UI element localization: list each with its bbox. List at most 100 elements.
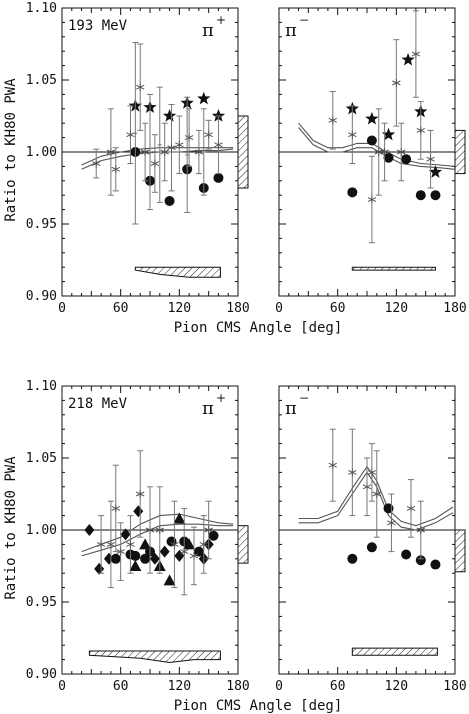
data-point-circle: [383, 503, 394, 514]
asterisk-stroke: [189, 553, 199, 559]
data-point-circle: [347, 553, 358, 564]
data-point-triangle: [129, 560, 142, 571]
data-point-asterisk: [214, 140, 223, 149]
asterisk-stroke: [106, 149, 116, 155]
data-point-asterisk: [406, 504, 416, 513]
data-point-circle: [430, 190, 441, 201]
y-tick-label: 1.05: [26, 451, 57, 466]
data-point-circle: [213, 172, 224, 183]
data-point-asterisk: [135, 83, 145, 92]
asterisk-stroke: [214, 142, 223, 148]
data-point-triangle: [183, 538, 196, 550]
x-tick-label: 180: [443, 301, 466, 316]
data-point-asterisk: [367, 195, 377, 204]
data-point-star: [381, 127, 396, 141]
data-point-star: [162, 109, 177, 122]
data-point-asterisk: [106, 148, 116, 156]
data-point-diamond: [94, 562, 105, 575]
y-tick-label: 1.00: [26, 523, 57, 538]
data-point-circle: [415, 190, 426, 201]
systematic-error-box: [237, 525, 249, 564]
particle-label: π: [285, 398, 297, 419]
data-point-asterisk: [111, 165, 121, 174]
charge-label: −: [299, 13, 309, 27]
asterisk-stroke: [387, 520, 396, 526]
x-tick-label: 60: [113, 679, 129, 694]
data-point-asterisk: [411, 50, 421, 59]
data-point-circle: [383, 152, 394, 163]
data-point-diamond: [149, 552, 160, 565]
data-point-asterisk: [160, 148, 169, 156]
energy-label: 193 MeV: [68, 18, 128, 34]
data-point-circle: [401, 154, 412, 165]
asterisk-stroke: [416, 127, 426, 133]
data-point-asterisk: [204, 526, 213, 534]
asterisk-stroke: [145, 527, 155, 533]
asterisk-stroke: [170, 541, 179, 547]
data-point-asterisk: [116, 547, 125, 556]
asterisk-stroke: [167, 145, 176, 151]
data-point-asterisk: [396, 148, 406, 156]
data-point-asterisk: [155, 526, 165, 534]
y-tick-label: 1.05: [26, 73, 57, 88]
y-tick-label: 0.95: [26, 217, 57, 232]
data-point-asterisk: [91, 159, 101, 168]
systematic-error-box: [237, 115, 249, 189]
x-tick-label: 120: [385, 679, 408, 694]
x-tick-label: 120: [168, 679, 191, 694]
data-point-star: [197, 91, 211, 105]
x-tick-label: 60: [330, 679, 346, 694]
y-axis-label-bottom: Ratio to KH80 PWA: [3, 456, 19, 600]
asterisk-stroke: [194, 149, 204, 155]
x-tick-label: 120: [168, 301, 191, 316]
data-point-star: [211, 109, 226, 122]
data-point-circle: [140, 553, 151, 564]
data-point-circle: [130, 550, 141, 561]
data-point-asterisk: [135, 490, 145, 498]
asterisk-stroke: [184, 135, 194, 141]
asterisk-stroke: [328, 462, 338, 468]
x-tick-label: 120: [385, 301, 408, 316]
data-point-asterisk: [380, 148, 389, 156]
systematic-error-box: [454, 529, 466, 573]
data-point-asterisk: [348, 130, 357, 139]
panel-218-piplus: 0 60 120 180 0.90 0.95 1.00 1.05 1.10 218 MeV π +: [26, 379, 250, 694]
x-axis-label-bottom: Pion CMS Angle [deg]: [174, 698, 343, 714]
data-point-circle: [347, 187, 358, 198]
data-point-asterisk: [204, 130, 213, 139]
y-tick-label: 0.95: [26, 595, 57, 610]
data-point-circle: [401, 549, 412, 560]
data-point-asterisk: [96, 540, 106, 549]
y-tick-label: 0.90: [26, 289, 57, 304]
data-point-asterisk: [126, 130, 135, 139]
data-point-asterisk: [426, 155, 435, 164]
y-tick-label: 0.90: [26, 667, 57, 682]
y-axis-label-top: Ratio to KH80 PWA: [3, 78, 19, 222]
particle-label: π: [202, 20, 214, 41]
data-point-asterisk: [145, 526, 155, 534]
data-point-triangle: [163, 574, 176, 586]
asterisk-stroke: [96, 541, 106, 547]
x-axis-label-top: Pion CMS Angle [deg]: [174, 320, 343, 336]
data-point-asterisk: [111, 504, 121, 513]
data-point-asterisk: [387, 518, 396, 527]
data-point-star: [365, 111, 379, 125]
uncertainty-band: [134, 266, 221, 278]
particle-label: π: [202, 398, 214, 419]
y-tick-label: 1.10: [26, 379, 57, 394]
asterisk-stroke: [416, 527, 426, 533]
data-point-asterisk: [189, 551, 199, 560]
data-point-diamond: [120, 528, 131, 541]
asterisk-stroke: [111, 505, 121, 511]
asterisk-stroke: [179, 549, 189, 555]
data-point-circle: [366, 542, 377, 553]
uncertainty-band: [88, 650, 221, 664]
charge-label: +: [216, 13, 226, 27]
asterisk-stroke: [362, 484, 372, 490]
asterisk-stroke: [380, 149, 389, 155]
x-tick-label: 0: [275, 679, 283, 694]
data-point-asterisk: [170, 540, 179, 549]
data-point-asterisk: [140, 148, 150, 156]
data-point-circle: [366, 135, 377, 146]
